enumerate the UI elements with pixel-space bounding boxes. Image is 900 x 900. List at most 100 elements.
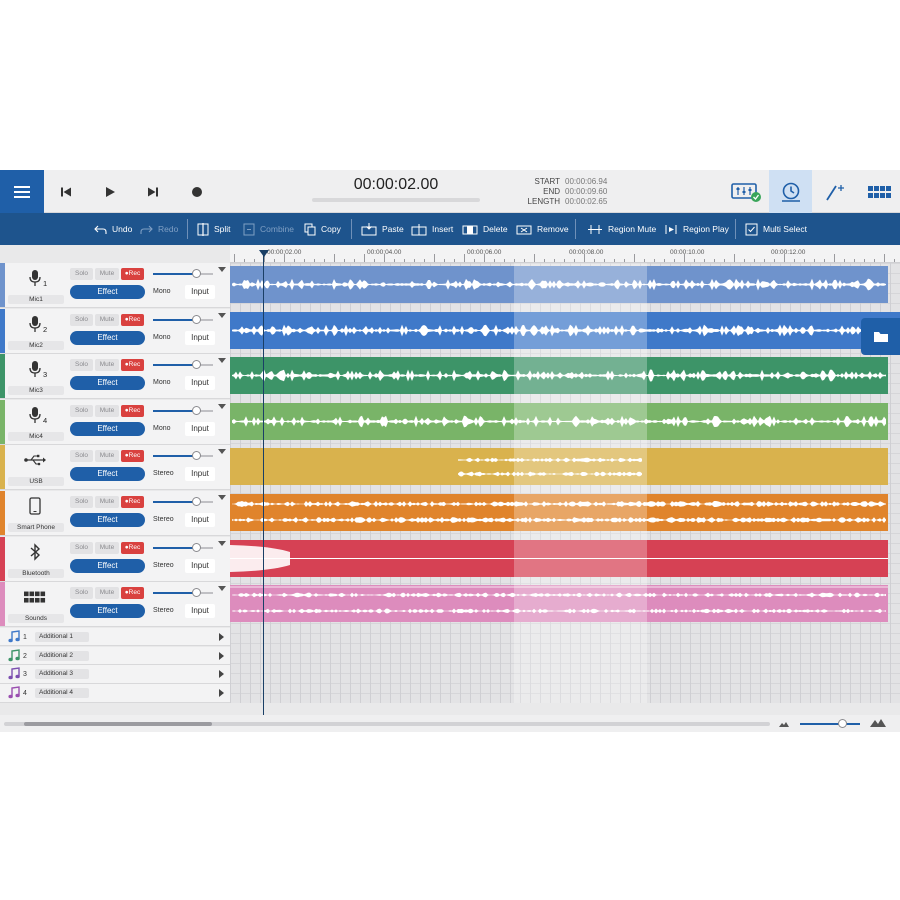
volume-slider-knob[interactable] (192, 360, 201, 370)
chevron-down-icon[interactable] (218, 586, 226, 592)
split-button[interactable]: Split (197, 213, 231, 245)
track-header-bluetooth[interactable]: Bluetooth Solo Mute ●Rec Effect Stereo Input (0, 536, 230, 582)
rec-button[interactable]: ●Rec (121, 313, 144, 326)
chevron-right-icon[interactable] (219, 670, 224, 679)
audio-clip[interactable] (230, 311, 900, 349)
volume-slider-track[interactable] (153, 273, 195, 275)
audio-clip[interactable] (230, 585, 888, 623)
audio-clip[interactable] (230, 402, 888, 440)
effect-button[interactable]: Effect (70, 604, 145, 619)
mute-button[interactable]: Mute (95, 268, 119, 280)
track-name[interactable]: Mic3 (8, 386, 64, 396)
effect-button[interactable]: Effect (70, 285, 145, 299)
history-button[interactable] (769, 170, 812, 213)
input-button[interactable]: Input (185, 376, 215, 391)
zoom-slider-knob[interactable] (838, 719, 847, 728)
track-header-smart-phone[interactable]: Smart Phone Solo Mute ●Rec Effect Stereo Input (0, 491, 230, 536)
horizontal-scroll-thumb[interactable] (24, 722, 212, 726)
input-button[interactable]: Input (185, 285, 215, 299)
input-button[interactable]: Input (185, 421, 215, 436)
track-name[interactable]: Smart Phone (8, 523, 64, 532)
volume-slider-track[interactable] (153, 592, 195, 595)
solo-button[interactable]: Solo (70, 268, 93, 280)
mute-button[interactable]: Mute (95, 587, 119, 600)
chevron-down-icon[interactable] (218, 495, 226, 500)
rec-button[interactable]: ●Rec (121, 404, 144, 417)
horizontal-scrollbar[interactable] (4, 722, 770, 726)
volume-slider-track[interactable] (153, 364, 195, 367)
region-play-button[interactable]: Region Play (664, 213, 729, 245)
effect-button[interactable]: Effect (70, 421, 145, 436)
volume-slider-knob[interactable] (192, 588, 201, 598)
solo-button[interactable]: Solo (70, 404, 93, 417)
input-button[interactable]: Input (185, 558, 215, 573)
undo-button[interactable]: Undo (94, 213, 132, 245)
input-button[interactable]: Input (185, 467, 215, 482)
audio-clip[interactable] (230, 448, 888, 486)
chevron-down-icon[interactable] (218, 312, 226, 318)
zoom-slider-track[interactable] (800, 723, 860, 725)
volume-slider-knob[interactable] (192, 314, 201, 324)
solo-button[interactable]: Solo (70, 541, 93, 554)
mute-button[interactable]: Mute (95, 496, 119, 508)
volume-slider-knob[interactable] (192, 497, 201, 506)
delete-button[interactable]: Delete (462, 213, 508, 245)
zoom-out-icon[interactable] (778, 720, 790, 728)
input-button[interactable]: Input (185, 330, 215, 345)
playhead-line[interactable] (263, 254, 264, 719)
track-header-mic2[interactable]: 2 Mic2 Solo Mute ●Rec Effect Mono Input (0, 308, 230, 354)
track-lanes[interactable] (230, 263, 900, 703)
volume-slider-knob[interactable] (192, 405, 201, 415)
track-name[interactable]: Mic2 (8, 340, 64, 350)
chevron-right-icon[interactable] (219, 632, 224, 641)
track-header-mic3[interactable]: 3 Mic3 Solo Mute ●Rec Effect Mono Input (0, 354, 230, 400)
effect-button[interactable]: Effect (70, 513, 145, 527)
track-name[interactable]: Bluetooth (8, 568, 64, 578)
rec-button[interactable]: ●Rec (121, 496, 144, 508)
time-scrub-bar[interactable] (312, 198, 480, 202)
region-mute-button[interactable]: Region Mute (587, 213, 656, 245)
insert-button[interactable]: Insert (411, 213, 453, 245)
audio-clip[interactable] (230, 266, 888, 303)
track-header-mic1[interactable]: 1 Mic1 Solo Mute ●Rec Effect Mono Input (0, 263, 230, 308)
record-button[interactable] (187, 182, 207, 202)
additional-track-row[interactable]: 1 Additional 1 (0, 627, 230, 647)
rec-button[interactable]: ●Rec (121, 587, 144, 600)
volume-slider-track[interactable] (153, 409, 195, 412)
track-name[interactable]: Mic1 (8, 295, 64, 304)
rec-button[interactable]: ●Rec (121, 268, 144, 280)
rec-button[interactable]: ●Rec (121, 450, 144, 463)
paste-button[interactable]: Paste (361, 213, 404, 245)
chevron-down-icon[interactable] (218, 267, 226, 272)
track-name[interactable]: USB (8, 477, 64, 487)
solo-button[interactable]: Solo (70, 359, 93, 372)
chevron-down-icon[interactable] (218, 449, 226, 455)
chevron-down-icon[interactable] (218, 358, 226, 364)
volume-slider-knob[interactable] (192, 542, 201, 552)
mute-button[interactable]: Mute (95, 359, 119, 372)
effect-button[interactable]: Effect (70, 467, 145, 482)
additional-track-row[interactable]: 3 Additional 3 (0, 665, 230, 684)
mute-button[interactable]: Mute (95, 313, 119, 326)
redo-button[interactable]: Redo (140, 213, 178, 245)
volume-slider-track[interactable] (153, 501, 195, 503)
volume-slider-track[interactable] (153, 455, 195, 458)
track-name[interactable]: Mic4 (8, 431, 64, 441)
multi-select-button[interactable]: Multi Select (745, 213, 807, 245)
combine-button[interactable]: Combine (243, 213, 294, 245)
chevron-right-icon[interactable] (219, 651, 224, 660)
audio-clip[interactable] (230, 357, 888, 395)
additional-track-row[interactable]: 4 Additional 4 (0, 684, 230, 703)
effect-button[interactable]: Effect (70, 330, 145, 345)
rec-button[interactable]: ●Rec (121, 359, 144, 372)
remove-button[interactable]: Remove (516, 213, 569, 245)
track-header-usb[interactable]: USB Solo Mute ●Rec Effect Stereo Input (0, 445, 230, 491)
track-name[interactable]: Sounds (8, 614, 64, 624)
additional-track-row[interactable]: 2 Additional 2 (0, 646, 230, 666)
solo-button[interactable]: Solo (70, 496, 93, 508)
play-button[interactable] (100, 182, 120, 202)
timeline-ruler[interactable]: 00:00:02.00 00:00:04.00 00:00:06.00 00:00:0… (230, 245, 900, 263)
volume-slider-track[interactable] (153, 318, 195, 321)
input-button[interactable]: Input (185, 604, 215, 619)
mute-button[interactable]: Mute (95, 404, 119, 417)
